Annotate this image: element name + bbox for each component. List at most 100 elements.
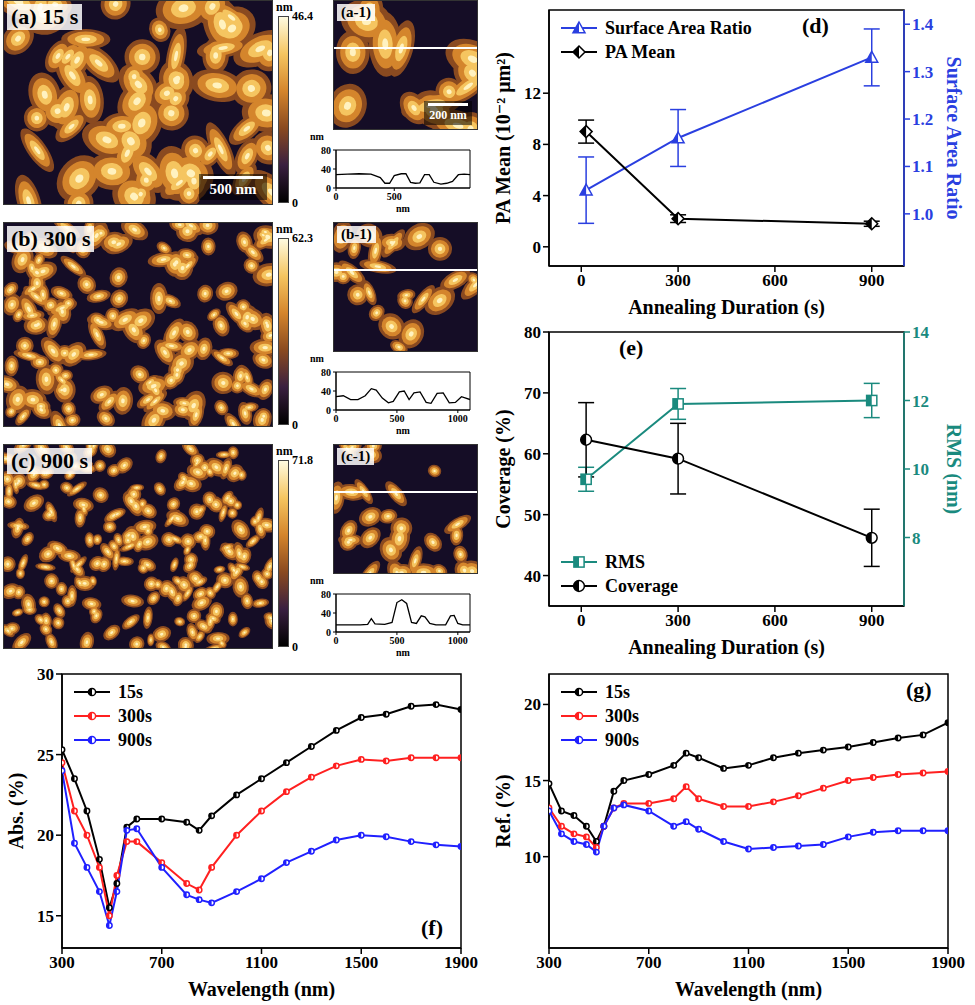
- html-text:(a-1): (a-1): [341, 4, 371, 20]
- svg-text:30: 30: [37, 665, 54, 684]
- svg-text:12: 12: [524, 84, 541, 103]
- svg-text:700: 700: [636, 953, 662, 972]
- html-text:(b) 300 s: (b) 300 s: [11, 226, 91, 251]
- html-text:RMS (nm): RMS (nm): [943, 423, 965, 515]
- svg-text:1.3: 1.3: [912, 63, 933, 82]
- svg-text:1000: 1000: [448, 635, 468, 646]
- svg-text:500: 500: [389, 635, 404, 646]
- html-text:(g): (g): [906, 677, 932, 702]
- html-text:Ref. (%): Ref. (%): [492, 774, 514, 848]
- html-text:15s: 15s: [118, 681, 143, 702]
- svg-text:40: 40: [321, 164, 331, 175]
- html-text:Surface Area Ratio: Surface Area Ratio: [943, 56, 965, 220]
- svg-text:0: 0: [533, 238, 542, 257]
- svg-text:0: 0: [334, 191, 339, 202]
- svg-text:80: 80: [524, 323, 541, 342]
- svg-text:1.0: 1.0: [912, 205, 933, 224]
- svg-text:300: 300: [49, 953, 75, 972]
- html-text:nm: nm: [276, 444, 293, 458]
- html-text:900s: 900s: [118, 729, 152, 750]
- svg-text:600: 600: [762, 271, 788, 290]
- html-text:nm: nm: [276, 0, 293, 14]
- html-text:900s: 900s: [605, 729, 639, 750]
- svg-text:12: 12: [912, 392, 929, 411]
- svg-text:25: 25: [37, 746, 54, 765]
- html-text:Coverage (%): Coverage (%): [492, 409, 514, 529]
- html-text:Wavelength (nm): Wavelength (nm): [187, 978, 336, 1000]
- svg-text:500: 500: [389, 413, 404, 424]
- html-text:(a) 15 s: (a) 15 s: [11, 4, 79, 29]
- svg-text:40: 40: [321, 608, 331, 619]
- svg-text:40: 40: [321, 386, 331, 397]
- svg-text:1100: 1100: [245, 953, 278, 972]
- html-text:RMS: RMS: [605, 551, 645, 572]
- html-text:nm: nm: [276, 222, 293, 236]
- html-text:71.8: 71.8: [292, 453, 313, 467]
- svg-text:500: 500: [387, 191, 402, 202]
- svg-text:0: 0: [326, 183, 331, 194]
- svg-text:80: 80: [321, 145, 331, 156]
- svg-text:700: 700: [149, 953, 175, 972]
- svg-text:0: 0: [326, 627, 331, 638]
- html-text:(d): (d): [802, 13, 829, 38]
- svg-text:1000: 1000: [448, 413, 468, 424]
- html-text:Annealing Duration (s): Annealing Duration (s): [628, 636, 825, 658]
- svg-text:20: 20: [524, 695, 541, 714]
- svg-text:300: 300: [665, 271, 691, 290]
- svg-text:60: 60: [524, 445, 541, 464]
- svg-text:300: 300: [665, 611, 691, 630]
- svg-text:0: 0: [334, 635, 339, 646]
- svg-text:4: 4: [533, 187, 542, 206]
- svg-text:0: 0: [326, 405, 331, 416]
- html-text:PA Mean (10⁻² μm²): PA Mean (10⁻² μm²): [492, 52, 514, 224]
- svg-text:0: 0: [577, 611, 586, 630]
- html-text:Coverage: Coverage: [605, 575, 678, 596]
- html-text:(c) 900 s: (c) 900 s: [11, 448, 88, 473]
- html-text:(e): (e): [619, 335, 644, 360]
- html-text:nm: nm: [396, 203, 410, 214]
- html-text:(f): (f): [421, 915, 443, 940]
- html-text:300s: 300s: [118, 705, 152, 726]
- svg-text:10: 10: [912, 460, 929, 479]
- svg-text:900: 900: [859, 611, 885, 630]
- svg-text:15: 15: [37, 907, 54, 926]
- svg-text:1500: 1500: [344, 953, 378, 972]
- svg-text:1100: 1100: [732, 953, 765, 972]
- svg-text:600: 600: [762, 611, 788, 630]
- svg-text:40: 40: [524, 567, 541, 586]
- html-text:PA Mean: PA Mean: [605, 41, 676, 62]
- html-text:(b-1): (b-1): [341, 226, 372, 242]
- svg-text:10: 10: [524, 848, 541, 867]
- svg-text:14: 14: [912, 323, 930, 342]
- svg-text:300: 300: [536, 953, 562, 972]
- html-text:500 nm: 500 nm: [209, 181, 257, 197]
- html-text:Wavelength (nm): Wavelength (nm): [674, 978, 823, 1000]
- html-text:46.4: 46.4: [292, 9, 313, 23]
- svg-text:1.1: 1.1: [912, 157, 933, 176]
- svg-text:900: 900: [859, 271, 885, 290]
- svg-text:1900: 1900: [444, 953, 478, 972]
- html-text:Surface Area Ratio: Surface Area Ratio: [605, 17, 752, 38]
- svg-text:15: 15: [524, 772, 541, 791]
- html-text:300s: 300s: [605, 705, 639, 726]
- svg-text:1.4: 1.4: [912, 15, 934, 34]
- html-text:Annealing Duration (s): Annealing Duration (s): [628, 296, 825, 318]
- html-text:(c-1): (c-1): [341, 448, 371, 464]
- html-text:15s: 15s: [605, 681, 630, 702]
- svg-text:8: 8: [912, 529, 921, 548]
- svg-text:50: 50: [524, 506, 541, 525]
- html-text:Abs. (%): Abs. (%): [5, 772, 27, 850]
- svg-text:1500: 1500: [831, 953, 865, 972]
- svg-text:0: 0: [577, 271, 586, 290]
- svg-text:1.2: 1.2: [912, 110, 933, 129]
- html-text:62.3: 62.3: [292, 231, 313, 245]
- svg-text:80: 80: [321, 589, 331, 600]
- html-text:nm: nm: [310, 131, 324, 142]
- svg-text:70: 70: [524, 384, 541, 403]
- svg-text:1900: 1900: [931, 953, 965, 972]
- svg-text:80: 80: [321, 367, 331, 378]
- svg-text:20: 20: [37, 826, 54, 845]
- html-text:200 nm: 200 nm: [429, 108, 467, 122]
- svg-text:8: 8: [533, 135, 542, 154]
- svg-text:0: 0: [334, 413, 339, 424]
